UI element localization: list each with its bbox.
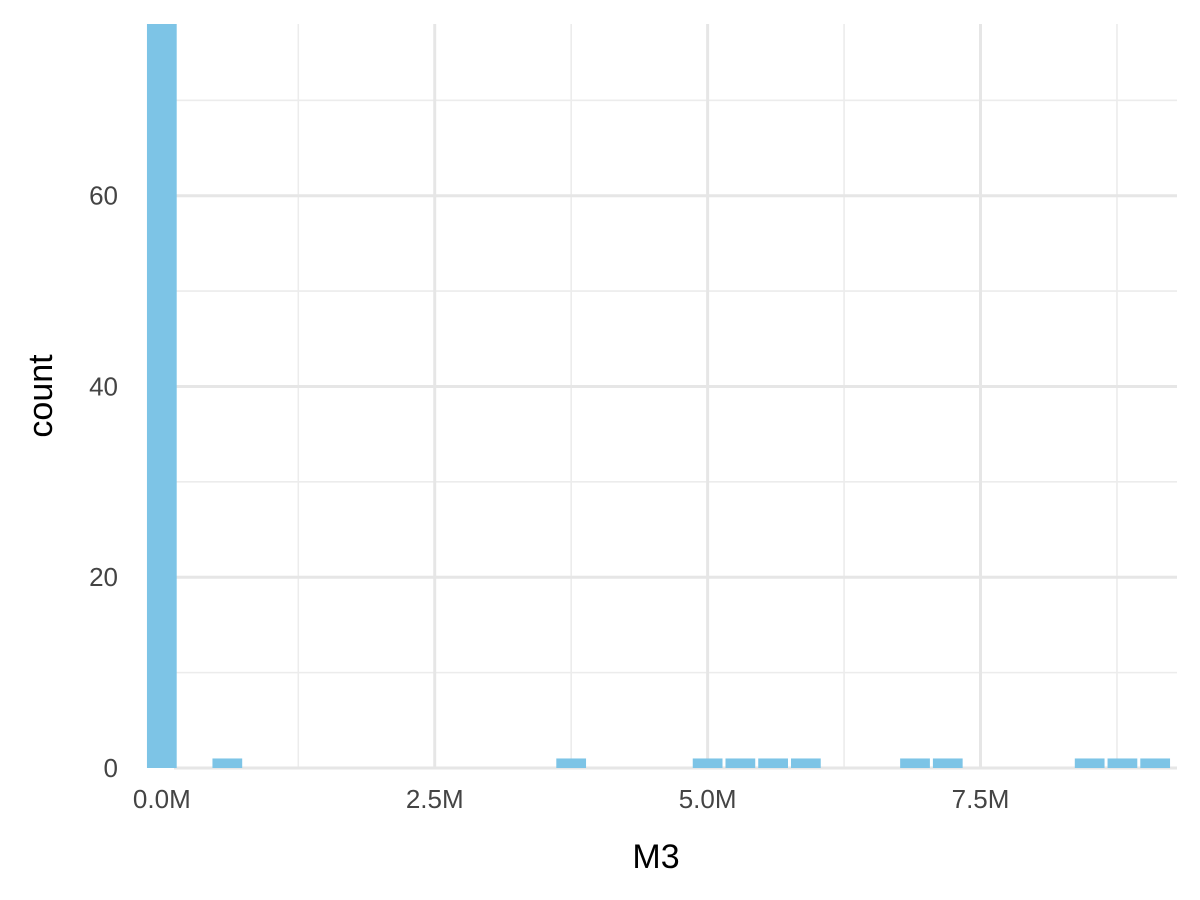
tick-labels: 0.0M 2.5M 5.0M 7.5M 0 20 40 60 — [89, 181, 1009, 814]
histogram-bar — [692, 758, 723, 768]
x-axis-title: M3 — [632, 838, 679, 876]
histogram-bars — [146, 24, 1171, 768]
histogram-bar — [758, 758, 788, 768]
x-tick-label: 5.0M — [679, 784, 737, 814]
histogram-bar — [725, 758, 756, 768]
histogram-bar — [1140, 758, 1171, 768]
histogram-bar — [1074, 758, 1105, 768]
histogram-bar — [146, 24, 177, 768]
y-tick-label: 20 — [89, 562, 118, 592]
histogram-bar — [932, 758, 963, 768]
y-axis-title: count — [22, 354, 60, 438]
y-tick-label: 40 — [89, 371, 118, 401]
histogram-bar — [900, 758, 930, 768]
histogram-bar — [1107, 758, 1138, 768]
grid-lines — [160, 24, 1177, 770]
x-tick-label: 7.5M — [952, 784, 1010, 814]
histogram-bar — [790, 758, 821, 768]
x-tick-label: 0.0M — [133, 784, 191, 814]
x-tick-label: 2.5M — [406, 784, 464, 814]
y-tick-label: 60 — [89, 181, 118, 211]
histogram-bar — [556, 758, 587, 768]
histogram-bar — [212, 758, 243, 768]
y-tick-label: 0 — [104, 753, 118, 783]
